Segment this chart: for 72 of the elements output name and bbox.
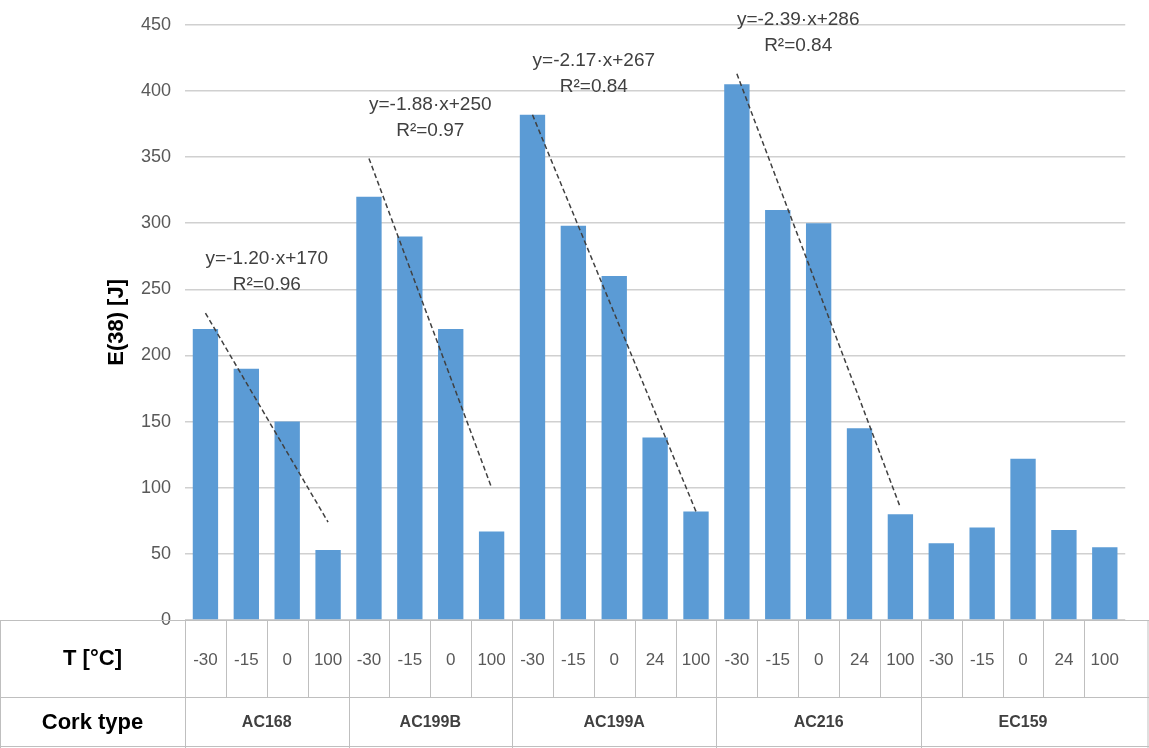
bar — [192, 329, 219, 620]
y-tick-label: 0 — [160, 608, 171, 629]
y-tick-label: 100 — [140, 476, 171, 497]
text: AC199A — [583, 712, 646, 730]
y-tick-label: 450 — [140, 13, 171, 34]
x-tick-label: 0 — [445, 649, 456, 669]
bar — [315, 549, 341, 620]
x-tick-label: -15 — [397, 649, 423, 669]
x-tick-label: 24 — [645, 649, 665, 669]
bar — [1010, 458, 1036, 620]
bar — [356, 196, 382, 620]
bar — [805, 223, 832, 620]
bar — [887, 514, 914, 620]
x-tick-label: 24 — [850, 649, 869, 669]
y-tick-label: 400 — [140, 79, 171, 100]
annotation: R²=0.84 — [764, 33, 833, 55]
y-tick-label: 350 — [140, 146, 171, 167]
x-tick-label: -30 — [724, 649, 750, 669]
y-tick-label: 200 — [140, 344, 171, 365]
bar — [969, 527, 995, 620]
y-tick-label: 300 — [140, 212, 171, 233]
annotation: y=-1.88·x+250 — [369, 92, 492, 114]
bar — [233, 368, 259, 620]
x-tick-label: 0 — [282, 649, 292, 669]
bar — [519, 114, 546, 620]
x-tick-label: 100 — [477, 649, 506, 669]
bar — [765, 209, 791, 620]
bar — [683, 511, 709, 620]
y-tick-label: 250 — [140, 278, 171, 299]
x-tick-label: -15 — [561, 649, 586, 669]
y-tick-label: 150 — [140, 410, 171, 431]
text: AC199B — [399, 712, 461, 730]
annotation: R²=0.96 — [232, 273, 301, 295]
x-tick-label: 0 — [1018, 649, 1028, 669]
x-tick-label: 0 — [609, 649, 619, 669]
x-tick-label: -15 — [969, 649, 995, 669]
x-tick-label: -30 — [928, 649, 954, 669]
x-tick-label: -30 — [520, 649, 545, 669]
bar — [1092, 547, 1118, 620]
annotation: R²=0.84 — [559, 74, 629, 96]
bar — [724, 84, 750, 620]
x-tick-label: -15 — [234, 649, 259, 669]
bar — [928, 543, 954, 620]
text: AC168 — [241, 712, 292, 730]
bar — [560, 225, 587, 620]
text: EC159 — [998, 712, 1048, 730]
x-tick-label: 100 — [681, 649, 711, 669]
x-tick-label: -30 — [193, 649, 218, 669]
annotation: R²=0.97 — [396, 118, 465, 140]
annotation: y=-2.39·x+286 — [736, 7, 860, 29]
x-tick-label: -30 — [356, 649, 382, 669]
bar — [601, 276, 627, 620]
bar — [397, 236, 423, 620]
x-tick-label: -15 — [765, 649, 791, 669]
x-tick-label: 100 — [1090, 649, 1119, 669]
x-tick-label: 100 — [886, 649, 915, 669]
x-tick-label: 0 — [813, 649, 824, 669]
bar — [846, 428, 873, 620]
y-axis-title: E(38) [J] — [103, 279, 129, 366]
x-tick-label: 24 — [1054, 649, 1074, 669]
bar — [438, 329, 464, 620]
bar — [642, 437, 668, 620]
annotation: y=-1.20·x+170 — [205, 247, 329, 269]
bar — [478, 531, 505, 620]
text: Cork type — [41, 708, 144, 734]
bar — [1051, 530, 1077, 620]
text: AC216 — [793, 712, 844, 730]
x-axis-title: T [°C] — [63, 645, 122, 671]
bar — [274, 421, 300, 620]
y-tick-label: 50 — [150, 542, 171, 563]
x-tick-label: 100 — [313, 649, 343, 669]
annotation: y=-2.17·x+267 — [532, 48, 656, 70]
